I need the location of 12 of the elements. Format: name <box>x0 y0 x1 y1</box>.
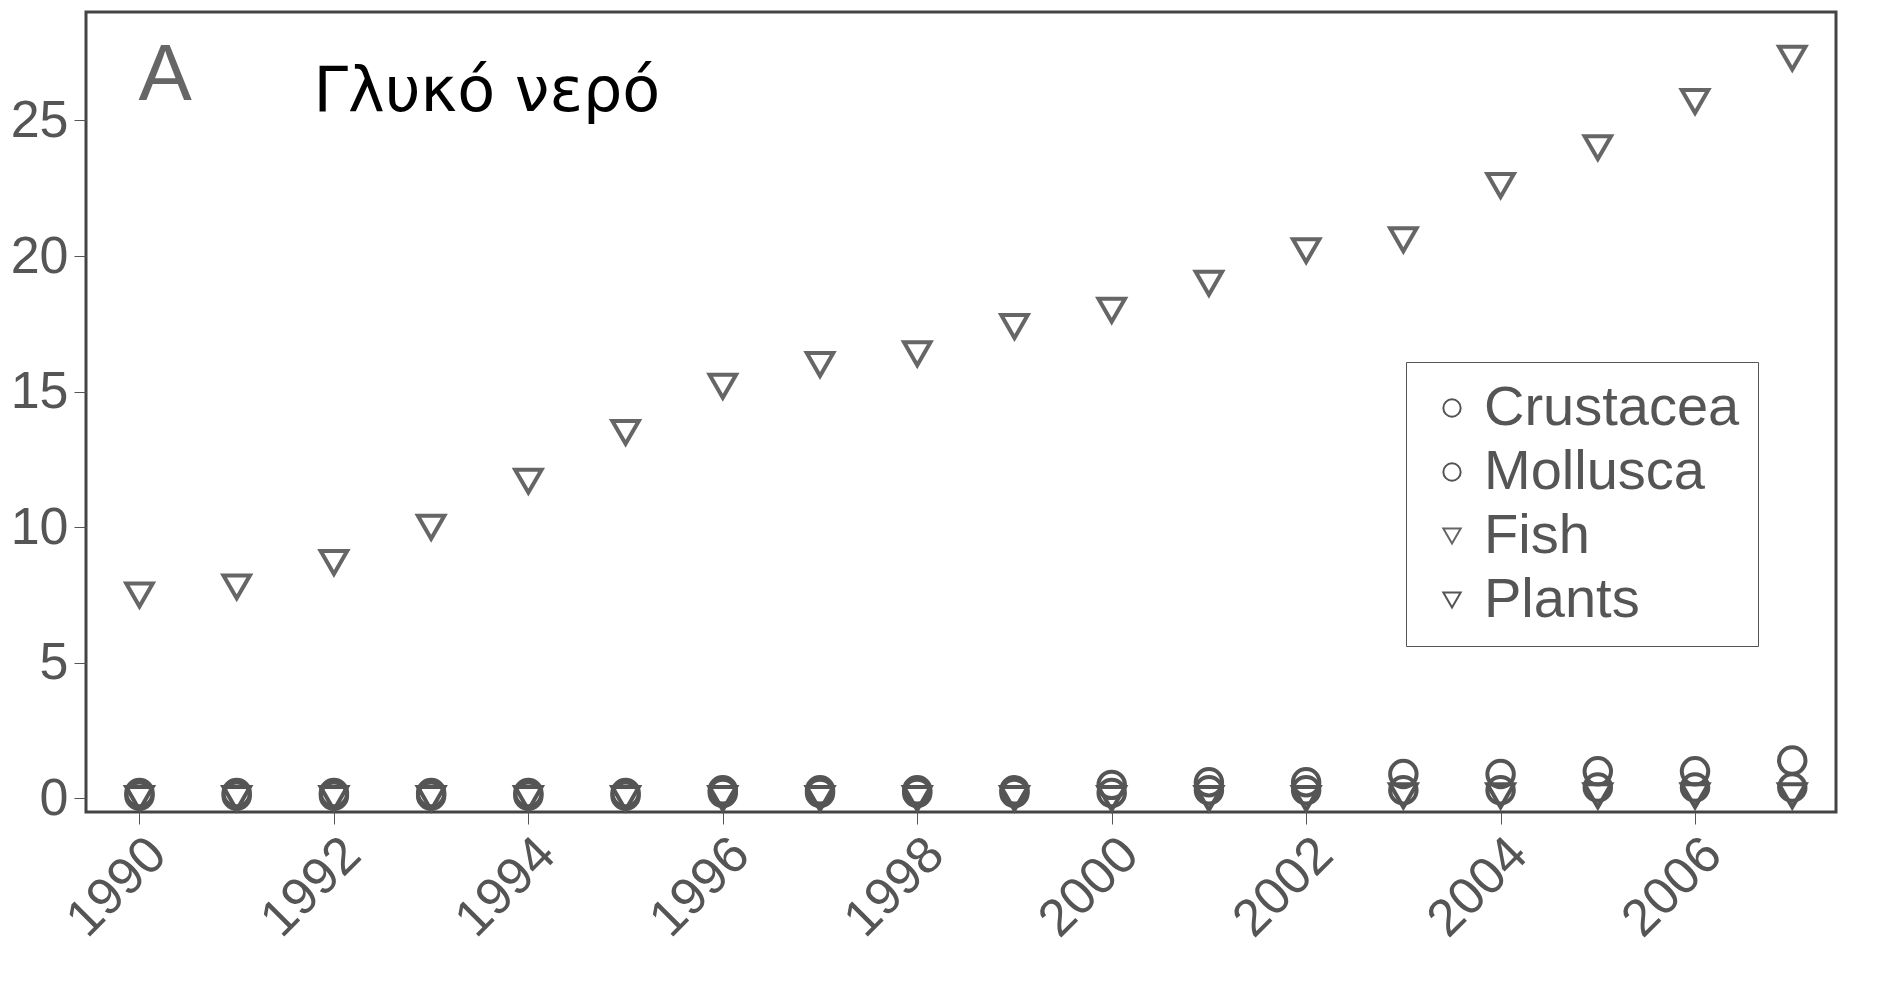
y-tick-label: 5 <box>39 632 69 691</box>
annotation: Γλυκό νερό <box>313 53 661 126</box>
legend-label: Crustacea <box>1484 374 1741 437</box>
y-tick-label: 25 <box>10 89 69 148</box>
legend-label: Fish <box>1484 502 1590 565</box>
y-tick-label: 10 <box>10 496 69 555</box>
annotation: A <box>138 28 193 117</box>
y-tick-label: 15 <box>10 361 69 420</box>
legend-label: Mollusca <box>1484 438 1706 501</box>
y-tick-label: 0 <box>39 767 69 826</box>
legend-label: Plants <box>1484 566 1640 629</box>
y-tick-label: 20 <box>10 225 69 284</box>
